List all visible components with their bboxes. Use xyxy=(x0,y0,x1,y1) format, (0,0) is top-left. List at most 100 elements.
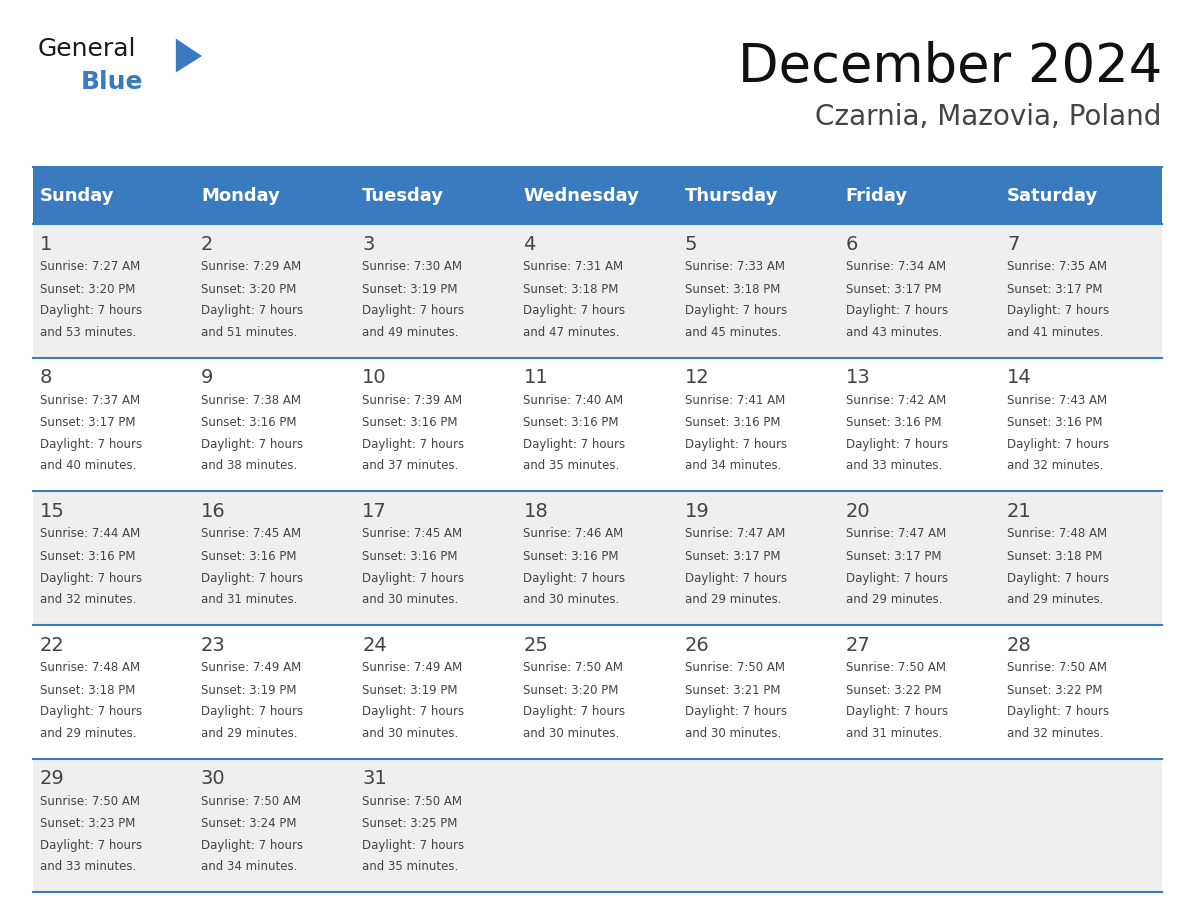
Text: Sunrise: 7:41 AM: Sunrise: 7:41 AM xyxy=(684,394,785,407)
Text: Sunrise: 7:44 AM: Sunrise: 7:44 AM xyxy=(39,528,140,541)
Text: Daylight: 7 hours: Daylight: 7 hours xyxy=(524,705,626,718)
Text: Sunrise: 7:42 AM: Sunrise: 7:42 AM xyxy=(846,394,946,407)
Text: and 29 minutes.: and 29 minutes. xyxy=(1007,593,1104,606)
Text: 28: 28 xyxy=(1007,635,1032,655)
Text: Daylight: 7 hours: Daylight: 7 hours xyxy=(39,705,141,718)
Text: Sunrise: 7:50 AM: Sunrise: 7:50 AM xyxy=(846,661,946,674)
Text: Sunset: 3:16 PM: Sunset: 3:16 PM xyxy=(362,550,457,563)
Text: Sunset: 3:17 PM: Sunset: 3:17 PM xyxy=(1007,283,1102,296)
Text: and 31 minutes.: and 31 minutes. xyxy=(201,593,297,606)
Text: 31: 31 xyxy=(362,769,387,789)
Text: and 32 minutes.: and 32 minutes. xyxy=(39,593,137,606)
Text: Daylight: 7 hours: Daylight: 7 hours xyxy=(846,438,948,451)
Text: Sunrise: 7:27 AM: Sunrise: 7:27 AM xyxy=(39,260,140,273)
Text: Sunset: 3:19 PM: Sunset: 3:19 PM xyxy=(362,283,457,296)
Text: Sunset: 3:16 PM: Sunset: 3:16 PM xyxy=(684,417,781,430)
Text: 21: 21 xyxy=(1007,502,1032,521)
Text: Daylight: 7 hours: Daylight: 7 hours xyxy=(362,304,465,318)
Text: and 41 minutes.: and 41 minutes. xyxy=(1007,326,1104,339)
Text: Daylight: 7 hours: Daylight: 7 hours xyxy=(684,572,786,585)
Text: Sunset: 3:16 PM: Sunset: 3:16 PM xyxy=(846,417,941,430)
Text: Sunrise: 7:38 AM: Sunrise: 7:38 AM xyxy=(201,394,301,407)
Text: and 40 minutes.: and 40 minutes. xyxy=(39,459,137,472)
Text: and 45 minutes.: and 45 minutes. xyxy=(684,326,781,339)
Text: Sunrise: 7:33 AM: Sunrise: 7:33 AM xyxy=(684,260,784,273)
Text: Sunrise: 7:47 AM: Sunrise: 7:47 AM xyxy=(684,528,785,541)
Text: and 43 minutes.: and 43 minutes. xyxy=(846,326,942,339)
Text: and 29 minutes.: and 29 minutes. xyxy=(201,726,297,740)
Text: 26: 26 xyxy=(684,635,709,655)
Text: 11: 11 xyxy=(524,368,548,387)
Text: 30: 30 xyxy=(201,769,226,789)
Text: and 53 minutes.: and 53 minutes. xyxy=(39,326,135,339)
Text: 24: 24 xyxy=(362,635,387,655)
Text: Monday: Monday xyxy=(201,186,280,205)
Text: Sunrise: 7:50 AM: Sunrise: 7:50 AM xyxy=(524,661,624,674)
Text: Saturday: Saturday xyxy=(1007,186,1099,205)
Text: Sunset: 3:21 PM: Sunset: 3:21 PM xyxy=(684,684,781,697)
Text: Daylight: 7 hours: Daylight: 7 hours xyxy=(362,839,465,852)
Text: and 49 minutes.: and 49 minutes. xyxy=(362,326,459,339)
Text: Sunrise: 7:48 AM: Sunrise: 7:48 AM xyxy=(1007,528,1107,541)
Text: 20: 20 xyxy=(846,502,871,521)
Text: 6: 6 xyxy=(846,235,858,253)
Text: Sunrise: 7:34 AM: Sunrise: 7:34 AM xyxy=(846,260,946,273)
Text: Tuesday: Tuesday xyxy=(362,186,444,205)
Text: Sunrise: 7:50 AM: Sunrise: 7:50 AM xyxy=(1007,661,1107,674)
Text: Sunrise: 7:49 AM: Sunrise: 7:49 AM xyxy=(201,661,302,674)
Text: December 2024: December 2024 xyxy=(738,41,1162,94)
Text: Daylight: 7 hours: Daylight: 7 hours xyxy=(524,304,626,318)
Text: 14: 14 xyxy=(1007,368,1032,387)
Text: Sunset: 3:17 PM: Sunset: 3:17 PM xyxy=(684,550,781,563)
Text: Sunset: 3:16 PM: Sunset: 3:16 PM xyxy=(362,417,457,430)
Text: Daylight: 7 hours: Daylight: 7 hours xyxy=(684,438,786,451)
Text: 17: 17 xyxy=(362,502,387,521)
Text: Sunrise: 7:29 AM: Sunrise: 7:29 AM xyxy=(201,260,302,273)
Text: 10: 10 xyxy=(362,368,387,387)
Text: and 37 minutes.: and 37 minutes. xyxy=(362,459,459,472)
Text: Sunrise: 7:50 AM: Sunrise: 7:50 AM xyxy=(684,661,784,674)
Text: Daylight: 7 hours: Daylight: 7 hours xyxy=(362,705,465,718)
Text: 19: 19 xyxy=(684,502,709,521)
Text: Sunset: 3:19 PM: Sunset: 3:19 PM xyxy=(201,684,297,697)
Text: Sunrise: 7:47 AM: Sunrise: 7:47 AM xyxy=(846,528,946,541)
Text: Sunrise: 7:43 AM: Sunrise: 7:43 AM xyxy=(1007,394,1107,407)
Text: and 29 minutes.: and 29 minutes. xyxy=(39,726,137,740)
Text: 3: 3 xyxy=(362,235,374,253)
Text: General: General xyxy=(38,37,137,61)
Text: and 34 minutes.: and 34 minutes. xyxy=(684,459,781,472)
Text: Daylight: 7 hours: Daylight: 7 hours xyxy=(201,572,303,585)
Text: and 32 minutes.: and 32 minutes. xyxy=(1007,726,1104,740)
Text: and 35 minutes.: and 35 minutes. xyxy=(362,860,459,873)
Text: Sunset: 3:20 PM: Sunset: 3:20 PM xyxy=(39,283,135,296)
Text: Daylight: 7 hours: Daylight: 7 hours xyxy=(846,705,948,718)
Text: Sunset: 3:20 PM: Sunset: 3:20 PM xyxy=(524,684,619,697)
Text: Sunrise: 7:46 AM: Sunrise: 7:46 AM xyxy=(524,528,624,541)
Text: Daylight: 7 hours: Daylight: 7 hours xyxy=(524,438,626,451)
Text: Sunrise: 7:50 AM: Sunrise: 7:50 AM xyxy=(39,795,140,808)
Text: Daylight: 7 hours: Daylight: 7 hours xyxy=(684,705,786,718)
Text: Daylight: 7 hours: Daylight: 7 hours xyxy=(39,839,141,852)
Text: Sunset: 3:18 PM: Sunset: 3:18 PM xyxy=(39,684,135,697)
Text: 9: 9 xyxy=(201,368,214,387)
Text: and 34 minutes.: and 34 minutes. xyxy=(201,860,297,873)
Text: Sunrise: 7:40 AM: Sunrise: 7:40 AM xyxy=(524,394,624,407)
Text: Sunset: 3:24 PM: Sunset: 3:24 PM xyxy=(201,817,297,831)
Text: Sunset: 3:16 PM: Sunset: 3:16 PM xyxy=(524,550,619,563)
Text: 13: 13 xyxy=(846,368,871,387)
Text: Daylight: 7 hours: Daylight: 7 hours xyxy=(201,705,303,718)
Text: Sunrise: 7:45 AM: Sunrise: 7:45 AM xyxy=(201,528,301,541)
Text: and 29 minutes.: and 29 minutes. xyxy=(846,593,942,606)
Text: and 51 minutes.: and 51 minutes. xyxy=(201,326,297,339)
Text: Sunset: 3:20 PM: Sunset: 3:20 PM xyxy=(201,283,296,296)
Text: Daylight: 7 hours: Daylight: 7 hours xyxy=(1007,572,1110,585)
Text: Daylight: 7 hours: Daylight: 7 hours xyxy=(201,304,303,318)
Text: Sunset: 3:18 PM: Sunset: 3:18 PM xyxy=(684,283,781,296)
Text: and 30 minutes.: and 30 minutes. xyxy=(362,593,459,606)
Text: and 35 minutes.: and 35 minutes. xyxy=(524,459,620,472)
Text: 15: 15 xyxy=(39,502,64,521)
Text: and 33 minutes.: and 33 minutes. xyxy=(39,860,135,873)
Text: and 32 minutes.: and 32 minutes. xyxy=(1007,459,1104,472)
Text: Daylight: 7 hours: Daylight: 7 hours xyxy=(1007,438,1110,451)
Text: Sunrise: 7:31 AM: Sunrise: 7:31 AM xyxy=(524,260,624,273)
